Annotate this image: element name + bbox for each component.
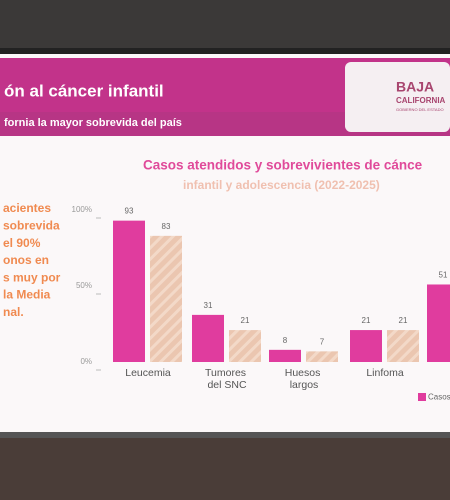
logo-text: GOBIERNO DEL ESTADO [396,107,444,112]
legend-swatch [418,393,426,401]
side-text: el 90% [3,236,41,250]
side-text: onos en [3,253,49,267]
bar [306,351,338,362]
side-text: sobrevida [3,218,60,232]
x-tick-label: Huesos largos [285,367,324,391]
bar [113,220,145,362]
screen-edge [0,432,450,438]
side-text: acientes [3,201,51,215]
x-tick-label: Leucemia [125,367,171,379]
bar [269,349,301,362]
side-text: s muy por [3,270,61,284]
logo-box [345,62,450,132]
value-label: 7 [320,337,325,346]
bar [350,330,382,362]
bar [427,284,450,362]
y-tick-label: 0% [80,357,92,366]
legend-label: Casos [428,393,450,402]
chart-title: Casos atendidos y sobrevivientes de cánc… [143,158,423,173]
header-title: ón al cáncer infantil [4,81,164,100]
x-tick-label: Tumores del SNC [205,367,249,391]
logo-text: BAJA [396,79,434,95]
value-label: 83 [162,222,171,231]
header-subtitle: fornia la mayor sobrevida del país [4,117,182,129]
bar [192,314,224,362]
value-label: 51 [439,271,448,280]
value-label: 93 [125,207,134,216]
y-tick-label: 100% [72,205,92,214]
value-label: 21 [362,316,371,325]
bar [229,330,261,362]
value-label: 21 [241,316,250,325]
value-label: 21 [399,316,408,325]
side-text: la Media [3,288,51,302]
side-text: nal. [3,305,24,319]
x-tick-label: Linfoma [366,367,404,379]
bar [387,330,419,362]
wall [0,0,450,50]
chart-subtitle: infantil y adolescencia (2022-2025) [183,178,380,192]
y-tick-label: 50% [76,281,92,290]
value-label: 31 [204,301,213,310]
bar [150,235,182,362]
logo-text: CALIFORNIA [396,96,446,105]
value-label: 8 [283,336,288,345]
